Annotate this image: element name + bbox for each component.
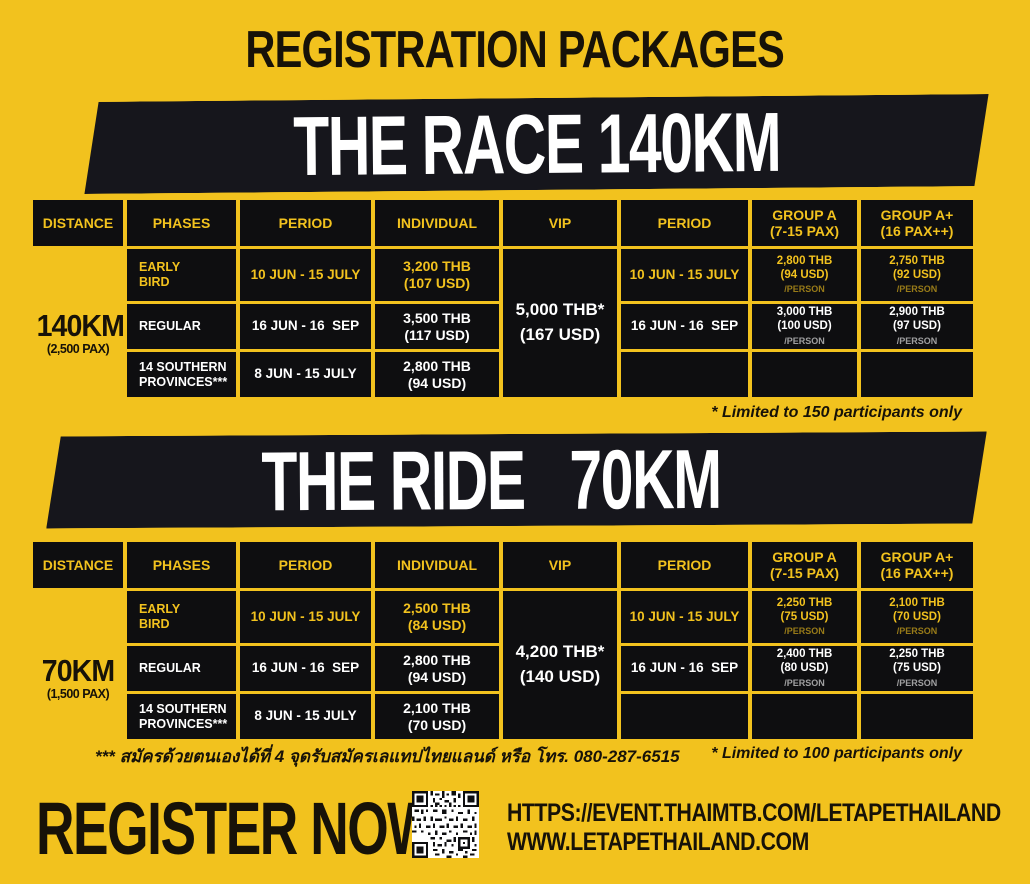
ride-banner-text: THE RIDE 70KM: [261, 431, 722, 529]
race-empty-cell: [621, 352, 748, 397]
ride-header-vip: VIP: [503, 542, 617, 588]
race-pricing-table: DISTANCE PHASES PERIOD INDIVIDUAL VIP PE…: [33, 200, 973, 397]
race-cell-period-early-bird: 10 JUN - 15 JULY: [240, 249, 371, 301]
registration-urls: HTTPS://EVENT.THAIMTB.COM/LETAPETHAILAND…: [507, 799, 1030, 857]
race-group-a-price-1: 2,800 THB (94 USD): [776, 254, 833, 281]
ride-banner: THE RIDE 70KM: [46, 432, 987, 529]
race-group-a-plus-price-2: 2,900 THB (97 USD): [889, 306, 945, 333]
ride-cell-group-period-2: 16 JUN - 16 SEP: [621, 646, 748, 691]
race-vip-price-text: 5,000 THB* (167 USD): [515, 300, 605, 344]
race-distance-label: 140KM (2,500 PAX): [33, 308, 125, 356]
race-banner: THE RACE 140KM: [84, 94, 990, 194]
page-title-text: REGISTRATION PACKAGES: [245, 21, 785, 79]
ride-cell-phase-regular: REGULAR: [127, 646, 236, 691]
race-empty-cell: [861, 352, 973, 397]
website-url: WWW.LETAPETHAILAND.COM: [507, 828, 1030, 857]
ride-header-individual: INDIVIDUAL: [375, 542, 499, 588]
ride-distance-km: 70KM: [41, 653, 115, 688]
ride-group-a-plus-per-2: /PERSON: [896, 677, 938, 688]
ride-cell-period-southern: 8 JUN - 15 JULY: [240, 694, 371, 739]
race-empty-cell: [752, 352, 857, 397]
race-header-group-a-plus: GROUP A+ (16 PAX++): [861, 200, 973, 246]
ride-group-a-price-1: 2,250 THB (75 USD): [776, 596, 833, 623]
register-now-text: REGISTER NOW!!: [36, 787, 470, 870]
ride-empty-cell: [861, 694, 973, 739]
race-header-vip: VIP: [503, 200, 617, 246]
ride-cell-phase-southern: 14 SOUTHERN PROVINCES***: [127, 694, 236, 739]
race-group-a-price-2: 3,000 THB (100 USD): [776, 306, 833, 333]
ride-limit-note: * Limited to 100 participants only: [711, 745, 962, 762]
event-url-text: HTTPS://EVENT.THAIMTB.COM/LETAPETHAILAND: [507, 799, 1001, 827]
event-url: HTTPS://EVENT.THAIMTB.COM/LETAPETHAILAND: [507, 799, 1030, 828]
page-title: REGISTRATION PACKAGES: [0, 20, 1030, 80]
race-cell-individual-southern: 2,800 THB (94 USD): [375, 352, 499, 397]
race-group-a-plus-per-2: /PERSON: [896, 335, 938, 346]
website-url-text: WWW.LETAPETHAILAND.COM: [507, 828, 809, 856]
race-header-period: PERIOD: [240, 200, 371, 246]
race-group-a-plus-per-1: /PERSON: [896, 284, 938, 295]
race-banner-text: THE RACE 140KM: [292, 94, 781, 194]
ride-cell-individual-southern: 2,100 THB (70 USD): [375, 694, 499, 739]
ride-pricing-table: DISTANCE PHASES PERIOD INDIVIDUAL VIP PE…: [33, 542, 973, 739]
ride-cell-group-a-2: 2,400 THB (80 USD) /PERSON: [752, 646, 857, 691]
race-header-individual: INDIVIDUAL: [375, 200, 499, 246]
race-cell-group-a-plus-1: 2,750 THB (92 USD) /PERSON: [861, 249, 973, 301]
ride-cell-period-early-bird: 10 JUN - 15 JULY: [240, 591, 371, 643]
race-header-group-a: GROUP A (7-15 PAX): [752, 200, 857, 246]
ride-group-a-plus-per-1: /PERSON: [896, 626, 938, 637]
ride-cell-group-a-1: 2,250 THB (75 USD) /PERSON: [752, 591, 857, 643]
race-limit-note: * Limited to 150 participants only: [711, 404, 962, 421]
race-group-a-plus-price-1: 2,750 THB (92 USD): [889, 254, 945, 281]
ride-cell-individual-early-bird: 2,500 THB (84 USD): [375, 591, 499, 643]
ride-group-a-plus-price-1: 2,100 THB (70 USD): [889, 596, 945, 623]
ride-cell-period-regular: 16 JUN - 16 SEP: [240, 646, 371, 691]
race-cell-group-period-2: 16 JUN - 16 SEP: [621, 304, 748, 349]
race-cell-individual-regular: 3,500 THB (117 USD): [375, 304, 499, 349]
race-cell-group-a-plus-2: 2,900 THB (97 USD) /PERSON: [861, 304, 973, 349]
race-cell-period-southern: 8 JUN - 15 JULY: [240, 352, 371, 397]
ride-cell-group-a-plus-1: 2,100 THB (70 USD) /PERSON: [861, 591, 973, 643]
ride-header-phases: PHASES: [127, 542, 236, 588]
race-cell-individual-early-bird: 3,200 THB (107 USD): [375, 249, 499, 301]
ride-group-a-per-1: /PERSON: [784, 626, 825, 637]
ride-group-a-price-2: 2,400 THB (80 USD): [776, 648, 833, 675]
ride-vip-price-text: 4,200 THB* (140 USD): [515, 642, 605, 686]
ride-cell-vip-price: 4,200 THB* (140 USD): [503, 591, 617, 739]
race-cell-period-regular: 16 JUN - 16 SEP: [240, 304, 371, 349]
race-cell-group-period-1: 10 JUN - 15 JULY: [621, 249, 748, 301]
race-header-phases: PHASES: [127, 200, 236, 246]
race-header-distance: DISTANCE: [33, 200, 123, 246]
race-cell-vip-price: 5,000 THB* (167 USD): [503, 249, 617, 397]
race-cell-group-a-2: 3,000 THB (100 USD) /PERSON: [752, 304, 857, 349]
ride-header-distance: DISTANCE: [33, 542, 123, 588]
ride-header-period: PERIOD: [240, 542, 371, 588]
race-cell-phase-southern: 14 SOUTHERN PROVINCES***: [127, 352, 236, 397]
ride-cell-individual-regular: 2,800 THB (94 USD): [375, 646, 499, 691]
ride-distance-label: 70KM (1,500 PAX): [33, 655, 123, 701]
ride-cell-group-a-plus-2: 2,250 THB (75 USD) /PERSON: [861, 646, 973, 691]
ride-header-period2: PERIOD: [621, 542, 748, 588]
ride-header-group-a: GROUP A (7-15 PAX): [752, 542, 857, 588]
ride-group-a-plus-price-2: 2,250 THB (75 USD): [889, 648, 945, 675]
race-cell-group-a-1: 2,800 THB (94 USD) /PERSON: [752, 249, 857, 301]
race-group-a-per-1: /PERSON: [784, 284, 825, 295]
race-group-a-per-2: /PERSON: [784, 335, 825, 346]
ride-group-a-per-2: /PERSON: [784, 677, 825, 688]
ride-cell-group-period-1: 10 JUN - 15 JULY: [621, 591, 748, 643]
ride-empty-cell: [752, 694, 857, 739]
race-header-period2: PERIOD: [621, 200, 748, 246]
ride-distance-pax: (1,500 PAX): [46, 687, 110, 701]
ride-header-group-a-plus: GROUP A+ (16 PAX++): [861, 542, 973, 588]
southern-provinces-note: *** สมัครด้วยตนเองได้ที่ 4 จุดรับสมัครเล…: [95, 747, 680, 766]
race-distance-pax: (2,500 PAX): [46, 342, 110, 356]
race-distance-km: 140KM: [36, 308, 125, 343]
ride-cell-phase-early-bird: EARLY BIRD: [127, 591, 236, 643]
race-cell-phase-regular: REGULAR: [127, 304, 236, 349]
qr-code-icon: [412, 791, 479, 858]
race-cell-phase-early-bird: EARLY BIRD: [127, 249, 236, 301]
ride-empty-cell: [621, 694, 748, 739]
